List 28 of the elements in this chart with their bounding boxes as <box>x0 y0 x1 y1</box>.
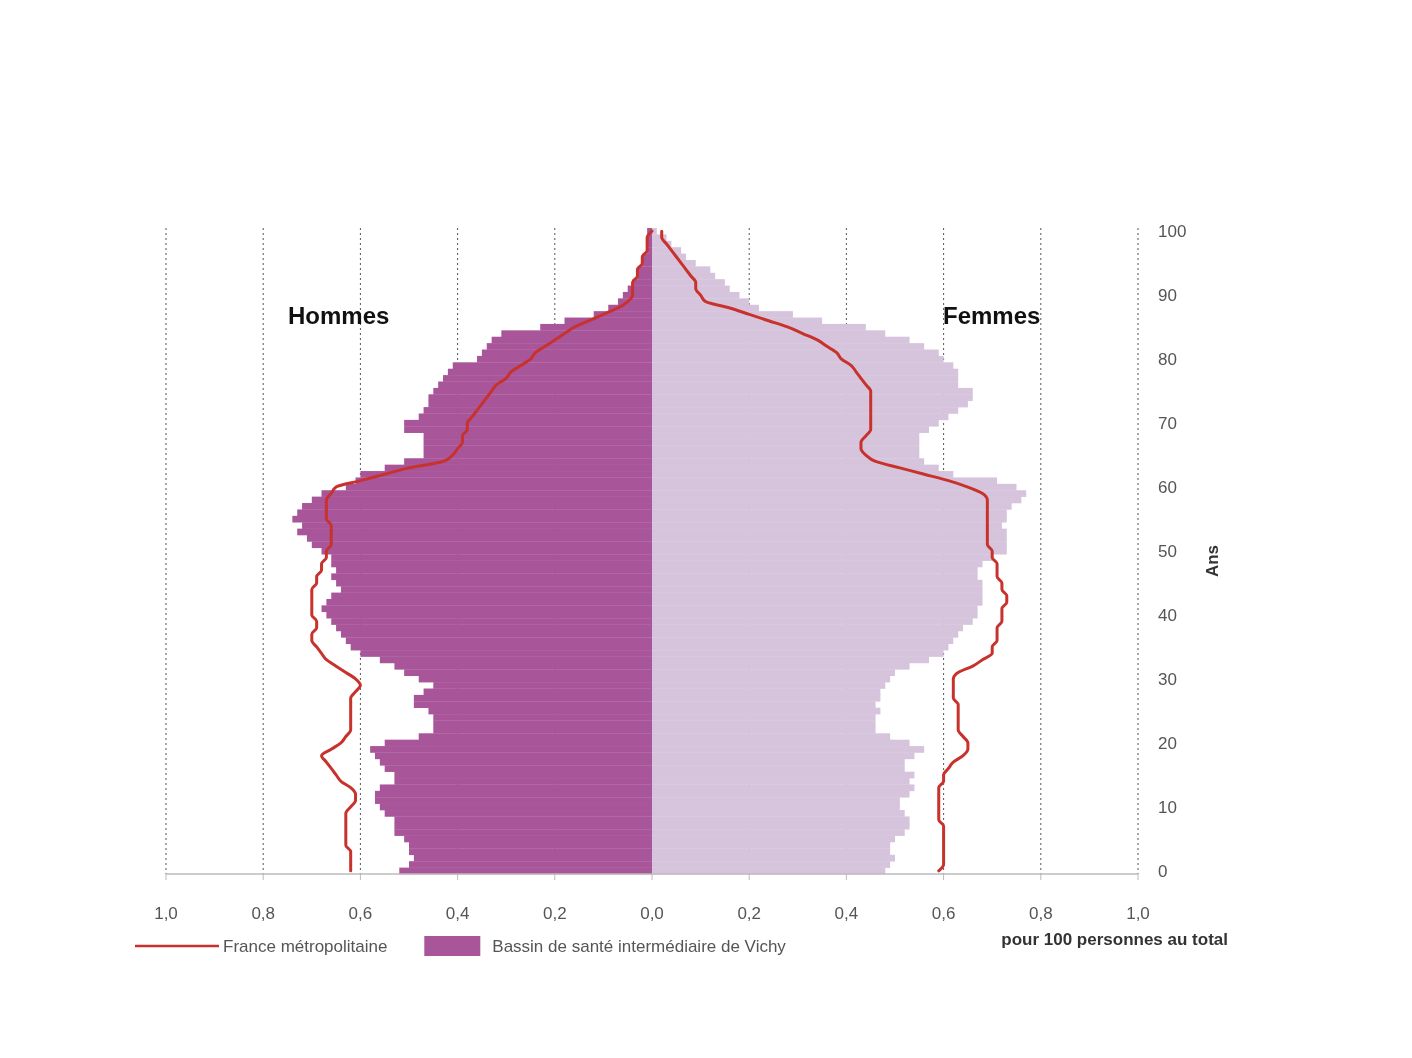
x-tick-label: 0,8 <box>1028 904 1053 923</box>
y-tick-label: 30 <box>1158 669 1177 689</box>
y-tick-label: 40 <box>1158 605 1177 625</box>
annotation: Femmes <box>943 302 1041 329</box>
x-tick-label: 0,8 <box>251 904 276 923</box>
x-tick-label: 1,0 <box>1126 904 1150 923</box>
x-tick-label: 0,4 <box>834 904 859 923</box>
y-tick-label: 90 <box>1158 286 1177 306</box>
x-tick-label: 0,2 <box>737 904 762 923</box>
x-tick-label: 1,0 <box>154 904 178 923</box>
y-axis-title: Ans <box>1203 544 1222 578</box>
y-tick-label: 50 <box>1158 542 1177 561</box>
legend-label: France métropolitaine <box>223 937 388 956</box>
x-tick-label: 0,0 <box>640 904 664 923</box>
x-tick-label: 0,4 <box>445 904 470 923</box>
x-tick-label: 0,6 <box>348 904 373 923</box>
annotation: Hommes <box>288 302 390 329</box>
x-tick-label: 0,6 <box>931 904 956 923</box>
legend-label: Bassin de santé intermédiaire de Vichy <box>492 937 787 956</box>
x-axis-title: pour 100 personnes au total <box>1001 930 1228 949</box>
y-tick-label: 60 <box>1158 478 1177 498</box>
y-tick-label: 0 <box>1158 861 1168 881</box>
y-tick-label: 100 <box>1158 222 1187 242</box>
y-tick-label: 80 <box>1158 350 1177 370</box>
x-tick-label: 0,2 <box>542 904 567 923</box>
y-tick-label: 10 <box>1158 797 1177 817</box>
y-tick-label: 70 <box>1158 414 1177 434</box>
y-tick-label: 20 <box>1158 733 1177 753</box>
